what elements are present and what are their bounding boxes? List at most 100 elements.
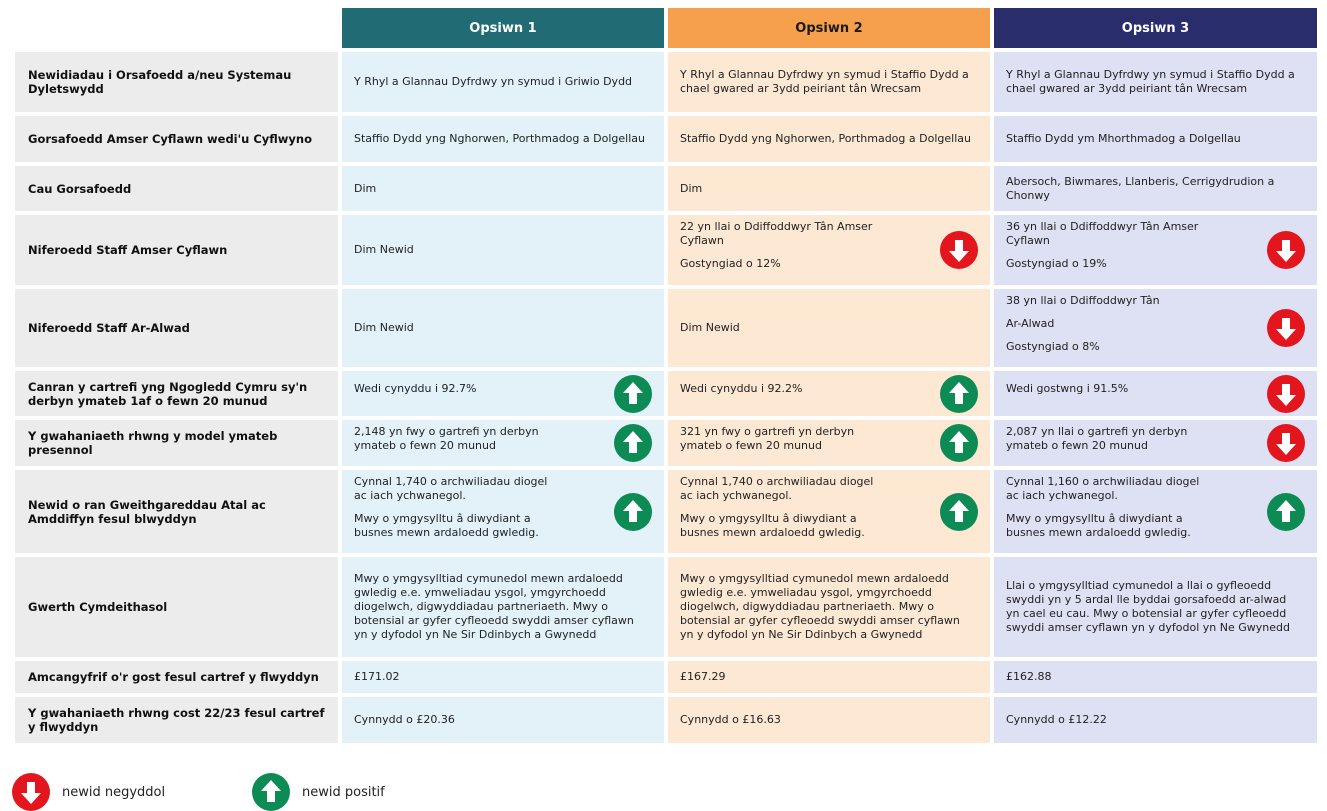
cell-text: Y Rhyl a Glannau Dyfrdwy yn symud i Staf… [680, 68, 969, 95]
arrow-up [940, 492, 978, 531]
arrow-up [614, 492, 652, 531]
cell: Cynnydd o £12.22 [994, 697, 1317, 743]
cell: £162.88 [994, 661, 1317, 693]
arrow-down [1267, 374, 1305, 413]
cell: Abersoch, Biwmares, Llanberis, Cerrigydr… [994, 166, 1317, 211]
cell-text: Abersoch, Biwmares, Llanberis, Cerrigydr… [1006, 174, 1275, 202]
cell-text: Cynnydd o £20.36 [354, 713, 455, 726]
cell-text: Y Rhyl a Glannau Dyfrdwy yn symud i Staf… [1006, 68, 1295, 95]
legend-label: newid negyddol [62, 784, 166, 800]
cell: Y Rhyl a Glannau Dyfrdwy yn symud i Staf… [668, 52, 990, 112]
cell: Wedi cynyddu i 92.7% [342, 371, 664, 416]
cell-text: Mwy o ymgysylltu â diwydiant a busnes me… [354, 511, 539, 539]
row-label: Y gwahaniaeth rhwng cost 22/23 fesul car… [15, 697, 338, 743]
arrow-down [12, 773, 50, 811]
cell: Staffio Dydd ym Mhorthmadog a Dolgellau [994, 116, 1317, 162]
cell-text: £171.02 [354, 670, 400, 683]
cell-text: Dim Newid [354, 321, 414, 334]
cell-text: Cynnal 1,740 o archwiliadau diogel ac ia… [680, 474, 874, 502]
cell: Wedi gostwng i 91.5% [994, 371, 1317, 416]
cell-text: Mwy o ymgysylltiad cymunedol mewn ardalo… [680, 572, 960, 641]
cell-text: Staffio Dydd yng Nghorwen, Porthmadog a … [680, 132, 971, 145]
cell: £167.29 [668, 661, 990, 693]
cell-text: Gostyngiad o 8% [1006, 339, 1100, 353]
row-label: Canran y cartrefi yng Ngogledd Cymru sy'… [15, 371, 338, 416]
cell: Staffio Dydd yng Nghorwen, Porthmadog a … [668, 116, 990, 162]
cell: 38 yn llai o Ddiffoddwyr Tân Ar-Alwad Gost… [994, 289, 1317, 367]
arrow-up [1267, 492, 1305, 531]
cell-text: Wedi gostwng i 91.5% [1006, 382, 1129, 395]
cell-text: Dim [680, 181, 703, 195]
cell-text: 38 yn llai o Ddiffoddwyr Tân [1006, 293, 1160, 307]
cell-text: Dim [354, 181, 377, 195]
cell-text: Y Rhyl a Glannau Dyfrdwy yn symud i Griw… [354, 75, 633, 88]
arrow-down [1267, 309, 1305, 347]
cell-text: Cynnydd o £12.22 [1006, 713, 1107, 726]
legend-label: newid positif [302, 784, 385, 800]
cell-text: Cynnal 1,160 o archwiliadau diogel ac ia… [1006, 474, 1200, 502]
cell: Cynnal 1,740 o archwiliadau diogel ac ia… [668, 470, 990, 553]
cell: Cynnal 1,160 o archwiliadau diogel ac ia… [994, 470, 1317, 553]
corner [15, 8, 338, 48]
cell-text: Mwy o ymgysylltiad cymunedol mewn ardalo… [354, 572, 634, 641]
cell-text: Mwy o ymgysylltu â diwydiant a busnes me… [680, 511, 865, 539]
cell: Llai o ymgysylltiad cymunedol a llai o g… [994, 557, 1317, 657]
cell: £171.02 [342, 661, 664, 693]
cell: Dim [342, 166, 664, 211]
cell-text: Wedi cynyddu i 92.7% [354, 382, 477, 395]
cell-text: 321 yn fwy o gartrefi yn derbyn ymateb o… [680, 424, 855, 452]
cell: Dim [668, 166, 990, 211]
cell-text: Mwy o ymgysylltu â diwydiant a busnes me… [1006, 511, 1191, 539]
cell: Y Rhyl a Glannau Dyfrdwy yn symud i Griw… [342, 52, 664, 112]
row-label: Y gwahaniaeth rhwng y model ymateb prese… [15, 420, 338, 466]
cell-text: Staffio Dydd ym Mhorthmadog a Dolgellau [1006, 132, 1241, 145]
cell-text: Cynnal 1,740 o archwiliadau diogel ac ia… [354, 474, 548, 502]
column-header: Opsiwn 2 [668, 8, 990, 48]
cell: 36 yn llai o Ddiffoddwyr Tân Amser Cyfla… [994, 215, 1317, 285]
cell-text: 2,148 yn fwy o gartrefi yn derbyn ymateb… [354, 424, 539, 452]
row-label: Gorsafoedd Amser Cyflawn wedi'u Cyflwyno [15, 116, 338, 162]
arrow-up [614, 424, 652, 462]
arrow-up [252, 773, 290, 811]
cell-text: Gostyngiad o 12% [680, 257, 781, 270]
cell-text: 2,087 yn llai o gartrefi yn derbyn ymate… [1006, 424, 1188, 452]
cell: Mwy o ymgysylltiad cymunedol mewn ardalo… [342, 557, 664, 657]
comparison-table: Opsiwn 1 Opsiwn 2 Opsiwn 3 Newidiadau i Ors… [15, 8, 1317, 743]
cell-text: Dim Newid [354, 243, 414, 256]
cell-text: Staffio Dydd yng Nghorwen, Porthmadog a … [354, 132, 645, 145]
cell: 2,087 yn llai o gartrefi yn derbyn ymate… [994, 420, 1317, 466]
cell: 22 yn llai o Ddiffoddwyr Tân Amser Cyfla… [668, 215, 990, 285]
row-label: Amcangyfrif o'r gost fesul cartref y flw… [15, 661, 338, 693]
cell-text: Gostyngiad o 19% [1006, 257, 1107, 270]
legend-item: newid positif [252, 773, 385, 811]
row-label: Niferoedd Staff Ar-Alwad [15, 289, 338, 367]
cell: Wedi cynyddu i 92.2% [668, 371, 990, 416]
column-header: Opsiwn 1 [342, 8, 664, 48]
cell: Dim Newid [342, 289, 664, 367]
cell-text: Ar-Alwad [1006, 316, 1055, 330]
cell: Staffio Dydd yng Nghorwen, Porthmadog a … [342, 116, 664, 162]
row-label: Newid o ran Gweithgareddau Atal ac Amddi… [15, 470, 338, 553]
cell-text: £167.29 [680, 670, 726, 683]
cell-text: Dim Newid [680, 321, 740, 334]
cell: Cynnydd o £20.36 [342, 697, 664, 743]
arrow-down [1267, 424, 1305, 462]
arrow-up [940, 374, 978, 413]
cell: 321 yn fwy o gartrefi yn derbyn ymateb o… [668, 420, 990, 466]
cell-text: £162.88 [1006, 670, 1052, 683]
cell-text: Cynnydd o £16.63 [680, 713, 781, 726]
legend: newid negyddol newid positif [12, 773, 512, 811]
arrow-down [1267, 231, 1305, 269]
cell: 2,148 yn fwy o gartrefi yn derbyn ymateb… [342, 420, 664, 466]
arrow-up [940, 424, 978, 462]
cell: Mwy o ymgysylltiad cymunedol mewn ardalo… [668, 557, 990, 657]
cell-text: Llai o ymgysylltiad cymunedol a llai o g… [1006, 579, 1290, 634]
cell-text: Wedi cynyddu i 92.2% [680, 382, 803, 395]
row-label: Cau Gorsafoedd [15, 166, 338, 211]
row-label: Niferoedd Staff Amser Cyflawn [15, 215, 338, 285]
cell-text: 22 yn llai o Ddiffoddwyr Tân Amser Cyfla… [680, 220, 873, 247]
row-label: Gwerth Cymdeithasol [15, 557, 338, 657]
cell: Y Rhyl a Glannau Dyfrdwy yn symud i Staf… [994, 52, 1317, 112]
column-header: Opsiwn 3 [994, 8, 1317, 48]
